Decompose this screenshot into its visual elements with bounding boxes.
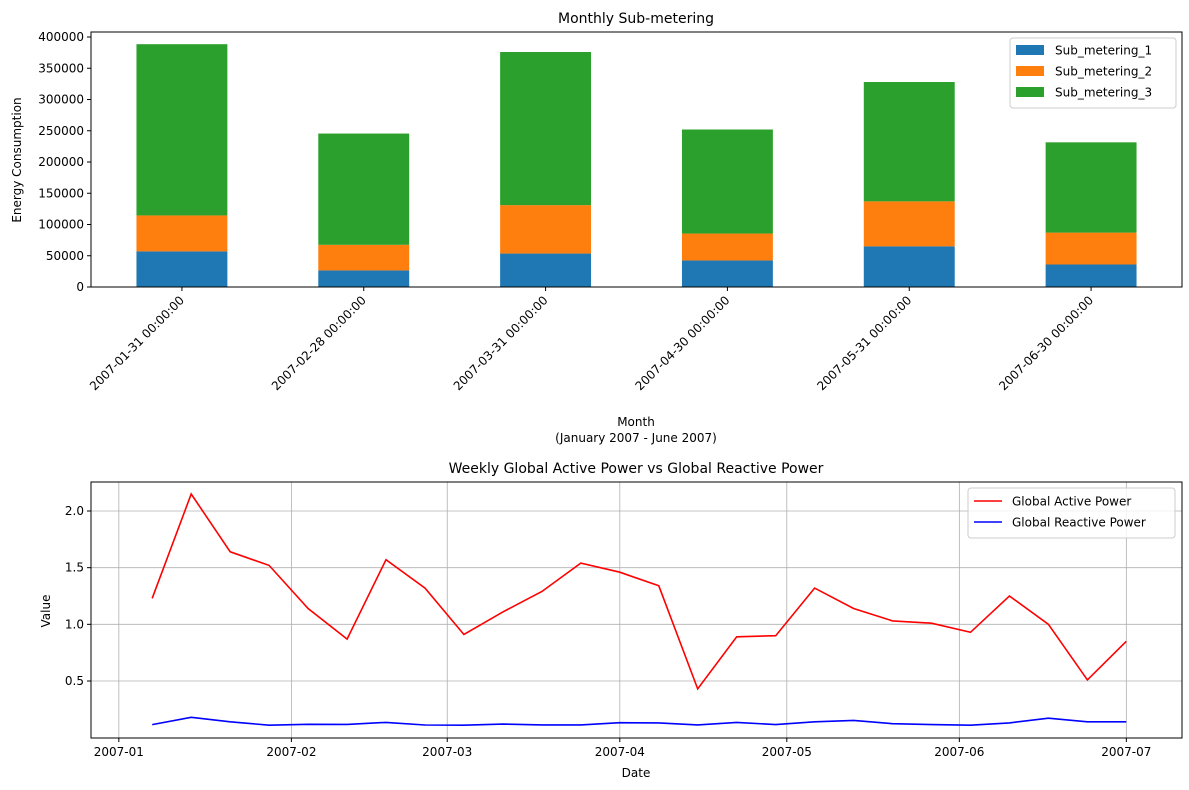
chart2-lines [151,492,1127,727]
y-tick-label: 50000 [46,249,84,263]
legend-label-2: Sub_metering_2 [1055,65,1152,79]
chart1-xlabel: Month [617,415,655,429]
chart2-ylabel: Value [39,595,53,628]
y-tick-label: 300000 [38,93,84,107]
chart2-frame [90,481,1183,739]
x-tick-label: 2007-07 [1101,745,1151,759]
chart2-x-ticks: 2007-01 2007-02 2007-03 2007-04 2007-05 2007-… [94,738,1151,759]
bar-1-4 [681,260,773,287]
bar-3-3 [500,52,592,206]
legend-box [1009,37,1177,109]
chart1-ylabel: Energy Consumption [10,97,24,222]
bar-1-3 [500,253,592,287]
bar-1-1 [136,251,228,287]
y-tick-label: 200000 [38,155,84,169]
x-tick-label: 2007-04-30 00:00:00 [633,293,733,393]
bar-2-2 [318,244,410,271]
bar-3-1 [136,44,228,216]
y-tick-label: 400000 [38,30,84,44]
bar-3-5 [863,82,955,202]
legend-label-1: Global Active Power [1012,495,1131,509]
legend-box [967,487,1176,539]
legend-swatch-3 [1016,87,1044,97]
x-tick-label: 2007-02 [266,745,316,759]
x-tick-label: 2007-06 [934,745,984,759]
y-tick-label: 150000 [38,186,84,200]
bar-3-6 [1045,142,1137,233]
bar-2-5 [863,201,955,247]
chart1-bars [136,44,1137,287]
x-tick-label: 2007-05-31 00:00:00 [814,293,914,393]
legend-swatch-1 [1016,45,1044,55]
chart2-xlabel: Date [622,766,651,780]
chart2-legend: Global Active Power Global Reactive Power [967,487,1176,539]
chart1-title: Monthly Sub-metering [558,11,714,27]
chart1-frame [90,31,1183,288]
bar-1-2 [318,270,410,287]
x-tick-label: 2007-03 [422,745,472,759]
series-line-2 [152,716,1127,727]
chart1-legend: Sub_metering_1 Sub_metering_2 Sub_metering… [1009,37,1177,109]
y-tick-label: 2.0 [65,504,84,518]
chart1-xlabel-sub: (January 2007 - June 2007) [555,431,717,445]
y-tick-label: 1.0 [65,617,84,631]
legend-label-3: Sub_metering_3 [1055,86,1152,100]
legend-swatch-2 [1016,66,1044,76]
x-tick-label: 2007-05 [762,745,812,759]
y-tick-label: 1.5 [65,561,84,575]
y-tick-label: 0.5 [65,674,84,688]
chart2-y-ticks: 0.5 1.0 1.5 2.0 [65,504,91,688]
x-tick-label: 2007-06-30 00:00:00 [996,293,1096,393]
chart1-y-ticks: 0 50000 100000 150000 200000 250000 300000 3500… [38,30,91,294]
chart2-title: Weekly Global Active Power vs Global Rea… [449,461,824,477]
bar-2-3 [500,205,592,254]
monthly-submetering-chart: Monthly Sub-metering 0 50000 100000 150000 2… [10,11,1183,445]
y-tick-label: 250000 [38,124,84,138]
x-tick-label: 2007-01-31 00:00:00 [87,293,187,393]
y-tick-label: 350000 [38,61,84,75]
weekly-power-chart: Weekly Global Active Power vs Global Rea… [39,461,1183,780]
bar-2-1 [136,215,228,252]
bar-1-6 [1045,264,1137,287]
bar-2-6 [1045,232,1137,265]
bar-3-2 [318,133,410,245]
x-tick-label: 2007-04 [595,745,645,759]
x-tick-label: 2007-02-28 00:00:00 [269,293,369,393]
x-tick-label: 2007-01 [94,745,144,759]
bar-3-4 [681,129,773,234]
x-tick-label: 2007-03-31 00:00:00 [451,293,551,393]
y-tick-label: 0 [76,280,84,294]
legend-label-2: Global Reactive Power [1012,516,1146,530]
y-tick-label: 100000 [38,218,84,232]
chart1-x-ticks: 2007-01-31 00:00:00 2007-02-28 00:00:00 20… [87,287,1096,393]
series-line-1 [151,492,1127,691]
bar-2-4 [681,233,773,261]
legend-label-1: Sub_metering_1 [1055,44,1152,58]
bar-1-5 [863,246,955,287]
